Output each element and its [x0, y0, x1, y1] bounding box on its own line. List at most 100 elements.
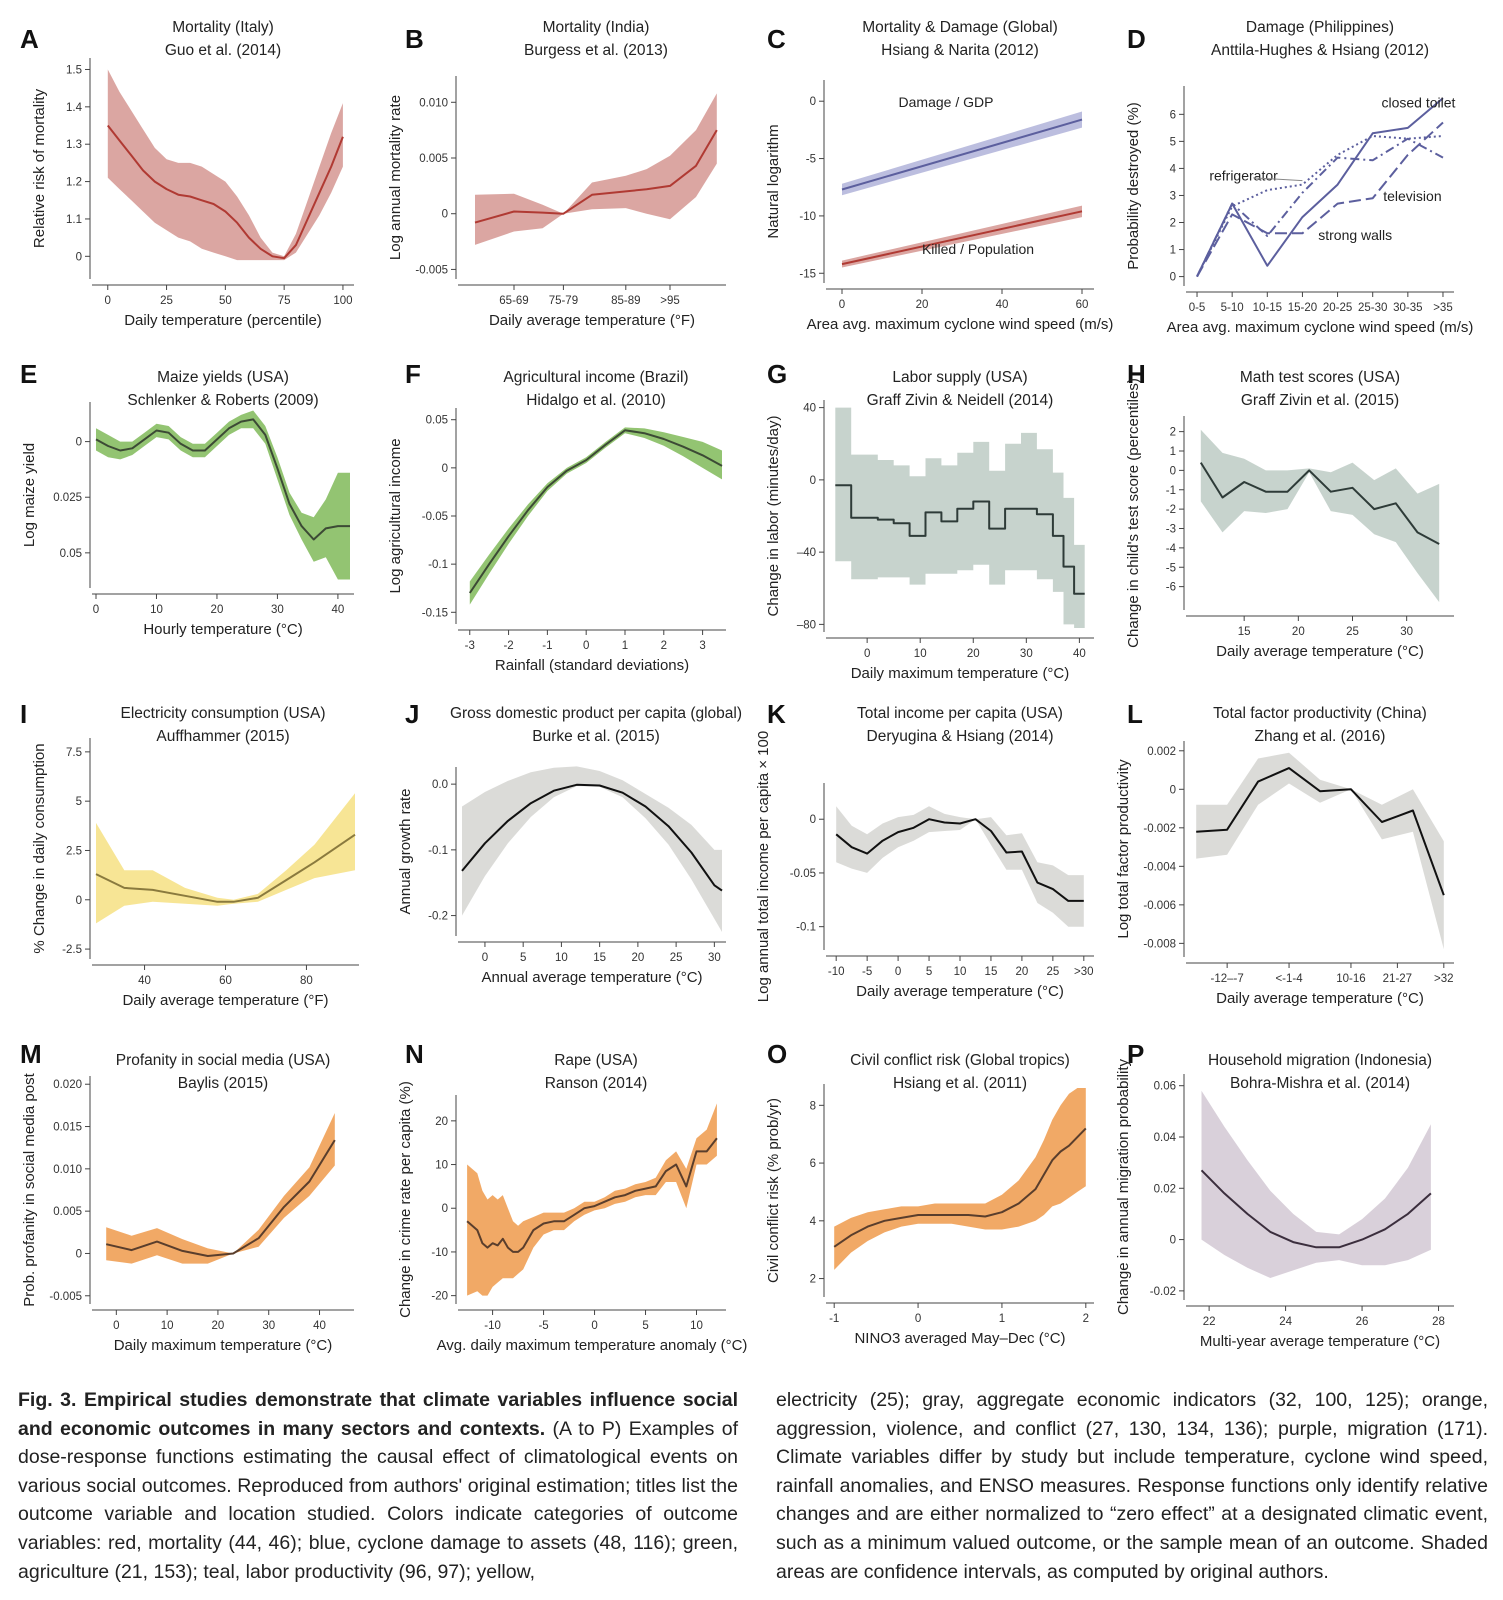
x-tick-label: 75 [278, 295, 291, 307]
y-tick-label: 40 [803, 403, 816, 415]
x-tick-label: -5 [862, 966, 872, 978]
confidence-band [836, 806, 1084, 927]
series-line [95, 418, 350, 541]
y-tick-label: 2 [1170, 427, 1176, 439]
panel-letter: P [1127, 1039, 1144, 1069]
series-line [1200, 1169, 1432, 1249]
caption-left-column: Fig. 3. Empirical studies demonstrate th… [18, 1386, 738, 1586]
y-tick-label: –80 [797, 619, 816, 631]
y-tick-label: -0.008 [1143, 938, 1176, 950]
x-tick-label: 50 [219, 295, 232, 307]
y-tick-label: 0 [442, 209, 448, 221]
y-tick-label: 6 [1170, 109, 1176, 121]
y-tick-label: -0.2 [428, 911, 448, 923]
y-tick-label: 4 [810, 1216, 817, 1228]
y-tick-label: 2.5 [66, 845, 82, 857]
x-tick-label: 24 [1279, 1316, 1292, 1328]
x-tick-label: 0 [482, 952, 488, 964]
y-tick-label: –40 [797, 547, 816, 559]
chart-panel-m: M Profanity in social media (USA) Baylis (… [20, 1039, 354, 1354]
x-tick-label: 40 [996, 299, 1009, 311]
chart-subtitle: Baylis (2015) [178, 1075, 268, 1092]
y-axis-label: % Change in daily consumption [31, 743, 48, 953]
x-tick-label: 25 [670, 952, 683, 964]
caption-right-column: electricity (25); gray, aggregate econom… [776, 1389, 1488, 1583]
chart-title: Damage (Philippines) [1246, 19, 1394, 36]
y-tick-label: -0.15 [422, 607, 448, 619]
y-tick-label: -0.1 [428, 845, 448, 857]
x-tick-label: 40 [1073, 648, 1086, 660]
x-tick-label: -10 [484, 1320, 501, 1332]
y-tick-label: -3 [1166, 524, 1176, 536]
y-tick-label: 7.5 [66, 747, 82, 759]
y-tick-label: 0.02 [1154, 1183, 1176, 1195]
y-tick-label: 1 [1170, 446, 1176, 458]
confidence-band [1196, 752, 1444, 950]
x-tick-label: -2 [503, 640, 513, 652]
panel-letter: J [405, 699, 419, 729]
y-tick-label: 0 [810, 96, 816, 108]
panel-letter: O [767, 1039, 787, 1069]
panel-letter: H [1127, 359, 1146, 389]
y-tick-label: 8 [810, 1100, 816, 1112]
x-tick-label: 25-30 [1358, 302, 1387, 314]
x-tick-label: 1 [622, 640, 628, 652]
x-tick-label: 100 [333, 295, 352, 307]
x-tick-label: 10 [954, 966, 967, 978]
x-tick-label: 65-69 [499, 295, 528, 307]
x-tick-label: 15 [593, 952, 606, 964]
y-tick-label: 0.05 [60, 548, 82, 560]
chart-subtitle: Hsiang et al. (2011) [893, 1075, 1027, 1092]
x-tick-label: 20 [211, 604, 224, 616]
y-axis-label: Log agricultural income [387, 438, 404, 593]
y-tick-label: 0.020 [53, 1079, 82, 1091]
y-axis-label: Natural logarithm [765, 124, 782, 238]
y-tick-label: 0.005 [419, 153, 448, 165]
y-axis-label: Probability destroyed (%) [1125, 102, 1142, 270]
series-line [835, 484, 1085, 595]
series-label: Damage / GDP [899, 94, 994, 110]
panel-letter: L [1127, 699, 1143, 729]
y-axis-label: Log maize yield [21, 443, 38, 547]
y-tick-label: -10 [431, 1247, 448, 1259]
x-tick-label: 0 [839, 299, 845, 311]
x-tick-label: >30 [1074, 966, 1094, 978]
chart-title: Household migration (Indonesia) [1208, 1052, 1432, 1069]
y-tick-label: -0.002 [1143, 823, 1176, 835]
chart-title: Maize yields (USA) [157, 369, 289, 386]
x-axis-label: Avg. daily maximum temperature anomaly (… [437, 1337, 748, 1354]
y-tick-label: 1.5 [66, 64, 82, 76]
y-tick-label: -0.05 [422, 511, 448, 523]
confidence-band [106, 1113, 335, 1264]
chart-title: Total income per capita (USA) [857, 705, 1063, 722]
x-tick-label: 0 [915, 1313, 921, 1325]
confidence-band [842, 205, 1082, 268]
y-tick-label: 0.002 [1147, 746, 1176, 758]
confidence-band [462, 766, 722, 932]
x-tick-label: 20 [1292, 626, 1305, 638]
panel-letter: N [405, 1039, 424, 1069]
y-tick-label: -0.1 [796, 922, 816, 934]
y-axis-label: Log annual total income per capita × 100 [755, 731, 772, 1002]
y-axis-label: Relative risk of mortality [31, 88, 48, 248]
x-tick-label: 30 [708, 952, 721, 964]
chart-subtitle: Deryugina & Hsiang (2014) [867, 728, 1054, 745]
chart-title: Rape (USA) [554, 1052, 638, 1069]
y-axis-label: Change in child's test score (percentile… [1125, 378, 1142, 648]
chart-title: Agricultural income (Brazil) [503, 369, 688, 386]
x-tick-label: 0 [105, 295, 111, 307]
confidence-band [96, 793, 355, 924]
y-tick-label: 0.010 [419, 97, 448, 109]
confidence-band [96, 410, 350, 580]
y-tick-label: 0 [810, 475, 816, 487]
y-tick-label: 1.1 [66, 214, 82, 226]
x-tick-label: -1 [829, 1313, 839, 1325]
x-tick-label: 15 [1238, 626, 1251, 638]
confidence-band [475, 93, 717, 245]
y-tick-label: -2.5 [62, 944, 82, 956]
y-tick-label: 0 [1170, 465, 1176, 477]
chart-title: Mortality (India) [543, 19, 650, 36]
x-tick-label: 1 [999, 1313, 1005, 1325]
x-axis-label: Daily average temperature (°C) [856, 983, 1064, 1000]
chart-subtitle: Graff Zivin et al. (2015) [1241, 392, 1399, 409]
